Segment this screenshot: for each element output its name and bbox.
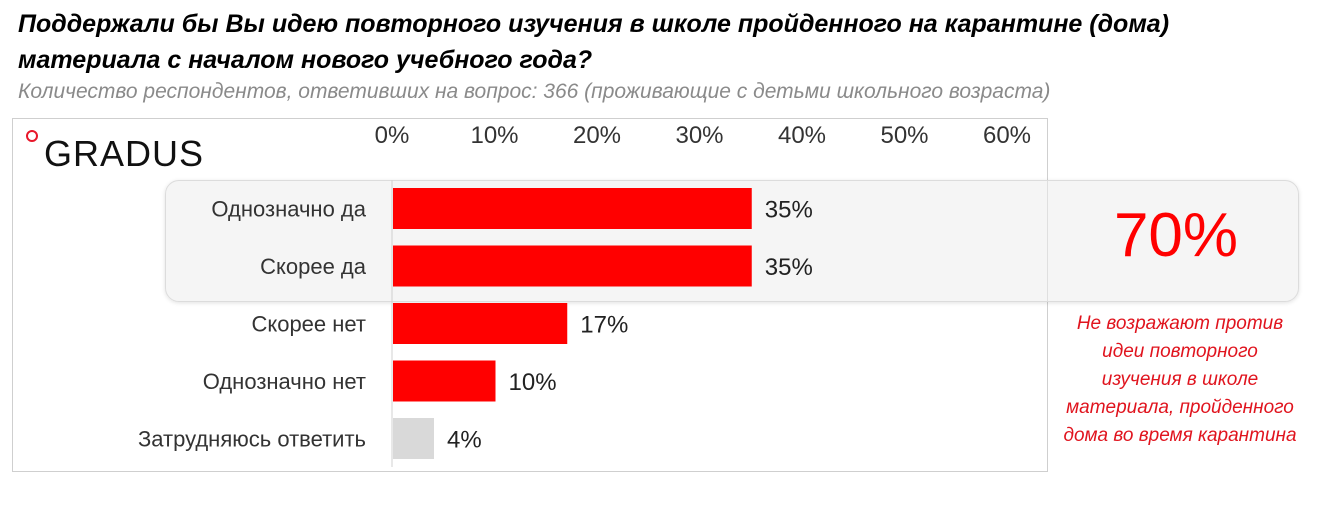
logo: GRADUS [44,133,205,174]
data-label: 4% [447,427,482,454]
x-tick-label: 30% [675,122,723,149]
bar [393,245,752,287]
category-label: Скорее да [260,254,367,279]
category-label: Однозначно нет [203,369,366,394]
category-label: Однозначно да [211,197,366,222]
bar [393,360,496,402]
data-label: 35% [765,197,813,224]
summary-note: Не возражают против идеи повторного изуч… [1063,313,1297,446]
summary-value: 70% [1113,201,1239,270]
bar [393,418,434,459]
chart-title: Поддержали бы Вы идею повторного изучени… [18,10,1170,74]
bar [393,188,752,229]
data-label: 17% [580,312,628,339]
x-tick-label: 40% [778,122,826,149]
x-tick-label: 0% [375,122,410,149]
chart-subtitle: Количество респондентов, ответивших на в… [18,80,1051,103]
x-tick-label: 10% [470,122,518,149]
x-tick-label: 60% [983,122,1031,149]
x-tick-label: 20% [573,122,621,149]
category-label: Затрудняюсь ответить [138,427,366,452]
data-label: 10% [509,369,557,396]
bar [393,303,568,344]
x-tick-label: 50% [880,122,928,149]
category-label: Скорее нет [251,312,366,337]
logo-ring-icon [26,130,38,142]
data-label: 35% [765,254,813,281]
